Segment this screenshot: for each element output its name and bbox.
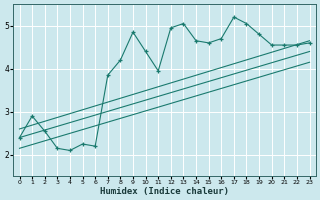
X-axis label: Humidex (Indice chaleur): Humidex (Indice chaleur) bbox=[100, 187, 229, 196]
